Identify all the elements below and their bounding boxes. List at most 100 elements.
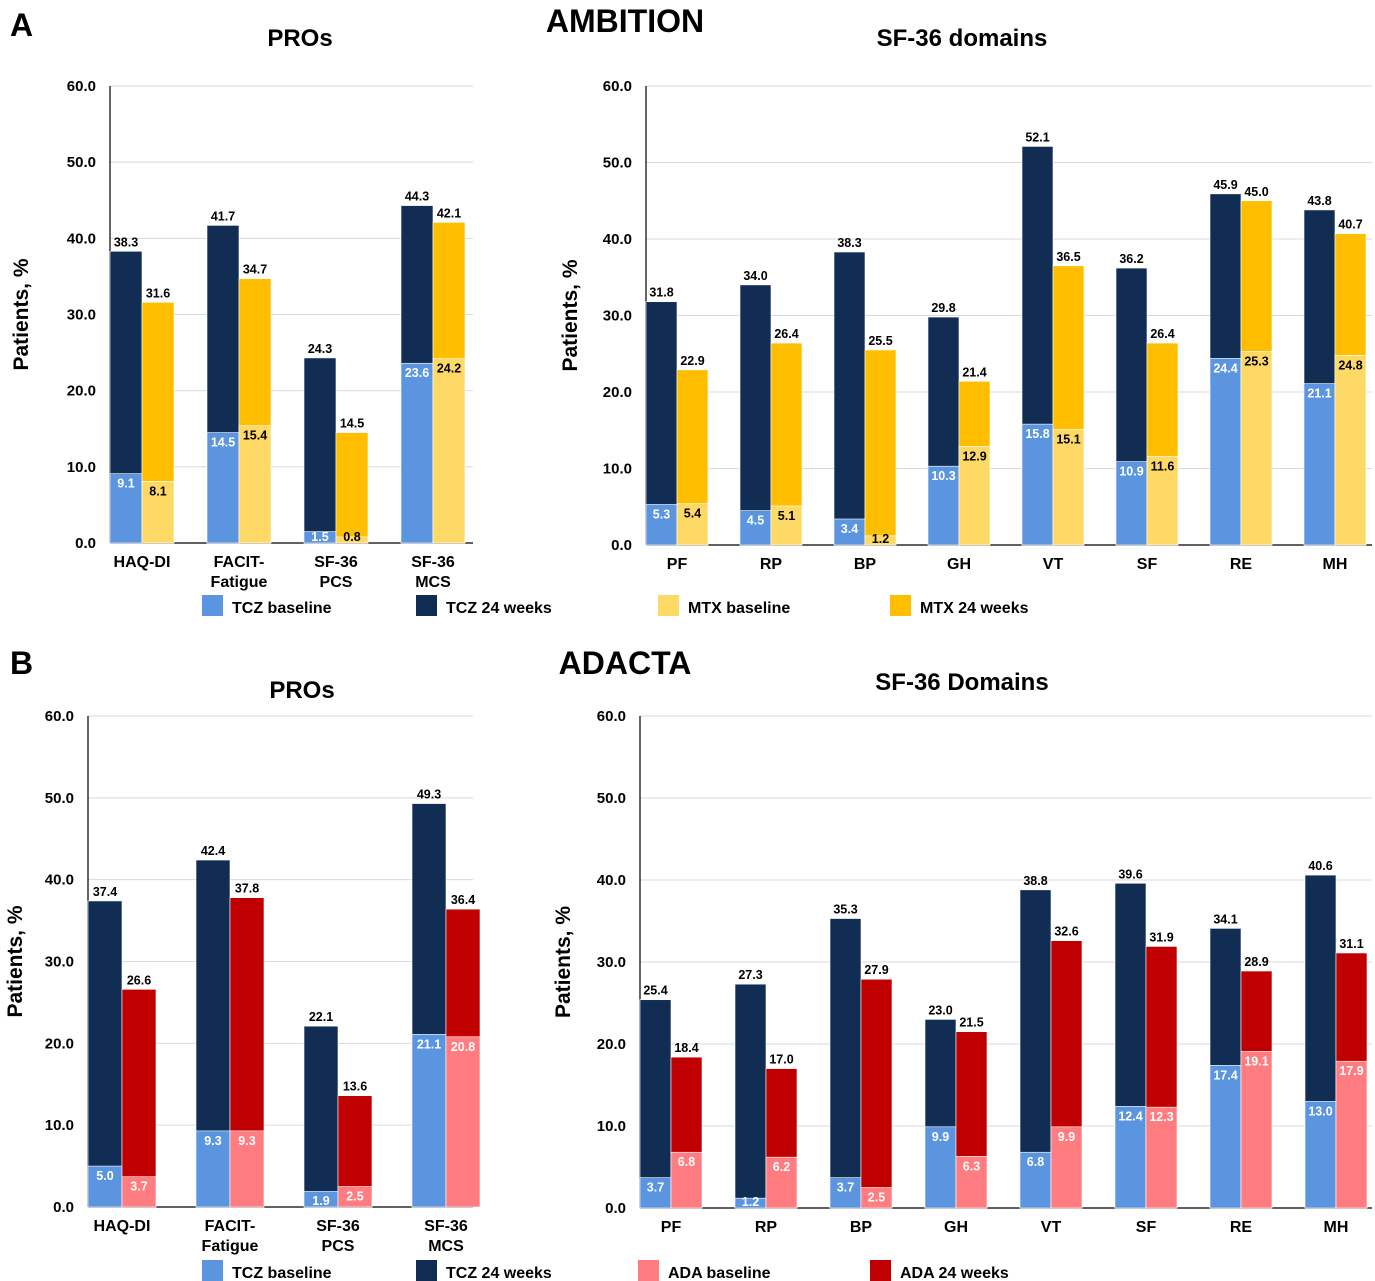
data-label-tcz_24: 42.4 [201,844,225,858]
data-label-tcz_baseline: 5.3 [653,507,670,521]
y-tick-label: 10.0 [67,459,96,476]
chart-b-pros: PROs Patients, % 0.0 10.0 20.0 30.0 40.0 50.0 60… [4,677,481,1255]
legend-label: TCZ baseline [232,600,332,617]
bar-tcz_baseline [87,1165,123,1208]
y-axis-label: Patients, % [10,258,33,370]
data-label-mtx_24: 42.1 [437,206,461,220]
data-label-tcz_baseline: 6.8 [1027,1155,1044,1169]
bar-tcz_baseline [1209,1065,1242,1209]
x-category-label: SF [1136,1219,1157,1236]
chart-title: SF-36 Domains [875,669,1048,696]
bar-ada_baseline [229,1130,265,1208]
data-label-ada_baseline: 12.3 [1149,1110,1173,1124]
y-tick-label: 60.0 [603,78,632,95]
x-category-label: SF-36 [316,1218,360,1235]
legend-swatch-mtx_baseline [658,595,679,616]
data-label-mtx_baseline: 24.8 [1338,358,1362,372]
bar-mtx_baseline [432,358,466,544]
y-axis-label: Patients, % [559,259,582,371]
bar-ada_baseline [1335,1060,1368,1209]
bar-tcz_baseline [109,473,143,544]
x-category-label: MCS [428,1238,464,1255]
bar-tcz_24 [303,1025,339,1208]
data-label-tcz_24: 31.8 [649,286,673,300]
bar-tcz_baseline [645,504,678,546]
x-category-label: GH [944,1219,968,1236]
y-tick-label: 50.0 [597,790,626,807]
bar-mtx_baseline [864,535,897,546]
legend-label: ADA baseline [668,1265,771,1281]
y-tick-label: 40.0 [45,872,74,889]
x-category-label: RP [760,556,783,573]
legend-swatch-ada_baseline [638,1260,659,1281]
chart-a-sf36: SF-36 domains Patients, % 0.0 10.0 20.0 30.0 4… [559,25,1372,573]
data-label-tcz_baseline: 14.5 [211,436,235,450]
bar-mtx_baseline [335,536,369,544]
legend-swatch-mtx_24 [890,595,911,616]
data-label-ada_baseline: 2.5 [346,1190,363,1204]
y-tick-label: 50.0 [45,790,74,807]
data-label-ada_24: 17.0 [769,1053,793,1067]
bar-tcz_24 [639,999,672,1209]
bar-tcz_baseline [833,518,866,546]
x-category-label: HAQ-DI [94,1218,151,1235]
bar-ada_baseline [955,1156,988,1209]
bar-mtx_baseline [141,481,175,544]
chart-title: SF-36 domains [877,25,1048,52]
data-label-tcz_24: 34.0 [743,269,767,283]
data-label-tcz_baseline: 10.9 [1119,465,1143,479]
bar-tcz_24 [303,357,337,544]
y-axis-label: Patients, % [552,906,575,1018]
data-label-ada_baseline: 9.9 [1058,1130,1075,1144]
x-category-label: PF [661,1219,682,1236]
data-label-tcz_24: 29.8 [931,301,955,315]
bar-ada_baseline [337,1186,373,1208]
bar-mtx_baseline [238,425,272,544]
x-category-label: MH [1324,1219,1349,1236]
data-label-ada_baseline: 3.7 [130,1180,147,1194]
data-label-mtx_baseline: 15.1 [1056,432,1080,446]
x-category-label: VT [1041,1219,1062,1236]
y-tick-label: 60.0 [597,708,626,725]
legend-label: TCZ 24 weeks [446,1265,552,1281]
data-label-tcz_24: 44.3 [405,190,429,204]
legend-label: MTX 24 weeks [920,600,1029,617]
y-tick-label: 40.0 [603,231,632,248]
data-label-tcz_baseline: 15.8 [1025,427,1049,441]
y-tick-label: 20.0 [597,1036,626,1053]
data-label-mtx_baseline: 5.1 [778,509,795,523]
data-label-tcz_24: 25.4 [643,984,667,998]
bar-mtx_baseline [958,446,991,546]
data-label-tcz_baseline: 9.1 [117,477,134,491]
data-label-tcz_24: 45.9 [1213,178,1237,192]
data-label-mtx_24: 26.4 [774,327,798,341]
data-label-ada_24: 28.9 [1244,955,1268,969]
data-label-tcz_24: 36.2 [1119,252,1143,266]
y-tick-label: 0.0 [53,1199,74,1216]
x-category-label: FACIT- [205,1218,256,1235]
data-label-ada_24: 26.6 [127,973,151,987]
bar-tcz_24 [739,284,772,546]
x-category-label: PCS [320,574,353,591]
bar-tcz_baseline [739,510,772,546]
data-label-tcz_baseline: 12.4 [1118,1109,1142,1123]
data-label-ada_24: 13.6 [343,1080,367,1094]
data-label-mtx_baseline: 24.2 [437,362,461,376]
bar-tcz_baseline [924,1126,957,1209]
bar-tcz_baseline [411,1034,447,1208]
y-tick-label: 20.0 [603,384,632,401]
bar-tcz_baseline [1114,1106,1147,1209]
y-tick-label: 0.0 [75,535,96,552]
bar-mtx_baseline [1334,354,1367,546]
data-label-tcz_baseline: 23.6 [405,366,429,380]
data-label-mtx_24: 25.5 [868,334,892,348]
y-tick-label: 40.0 [67,230,96,247]
y-tick-label: 0.0 [605,1200,626,1217]
bar-ada_baseline [445,1036,481,1208]
y-tick-label: 50.0 [603,155,632,172]
data-label-tcz_baseline: 5.0 [96,1169,113,1183]
bar-mtx_baseline [676,503,709,546]
bar-ada_baseline [860,1187,893,1209]
bar-tcz_baseline [1209,358,1242,546]
